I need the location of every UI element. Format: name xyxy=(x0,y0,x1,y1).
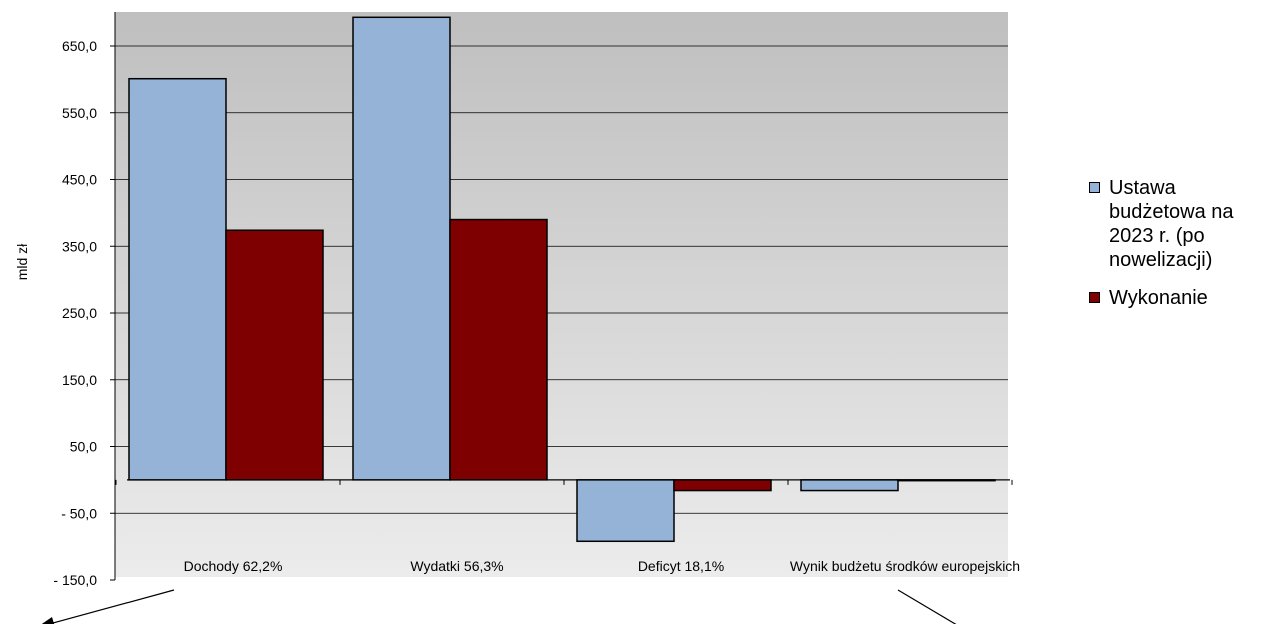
y-axis-title: mld zł xyxy=(14,243,30,280)
legend-swatch-ustawa xyxy=(1089,182,1100,193)
y-tick-label: 550,0 xyxy=(62,105,97,121)
y-tick-label: 150,0 xyxy=(62,372,97,388)
category-label: Deficyt 18,1% xyxy=(638,558,724,574)
legend-swatch-wykonanie xyxy=(1089,292,1100,303)
legend-label-wykonanie: Wykonanie xyxy=(1109,287,1208,309)
arrows xyxy=(41,589,957,624)
bars xyxy=(128,16,996,543)
bar-wykonanie xyxy=(897,479,996,482)
y-tick-label: 350,0 xyxy=(62,238,97,254)
legend-label-ustawa: Ustawa budżetowa na 2023 r. (po noweliza… xyxy=(1109,177,1234,271)
y-tick-label: - 150,0 xyxy=(53,572,97,588)
y-tick-label: 250,0 xyxy=(62,305,97,321)
category-label: Wydatki 56,3% xyxy=(410,558,503,574)
category-labels: Dochody 62,2% Wydatki 56,3% Deficyt 18,1% W… xyxy=(184,558,1021,574)
right-arrow-line xyxy=(897,589,957,624)
y-tick-label: 50,0 xyxy=(70,439,97,455)
bar-ustawa xyxy=(128,77,227,481)
legend: Ustawa budżetowa na 2023 r. (po noweliza… xyxy=(1087,176,1257,324)
y-tick-label: 650,0 xyxy=(62,38,97,54)
bar-ustawa xyxy=(576,479,675,543)
legend-item-wykonanie: Wykonanie xyxy=(1087,286,1257,310)
left-arrow-head xyxy=(41,617,55,624)
y-tick-label: - 50,0 xyxy=(61,505,97,521)
left-arrow-line xyxy=(47,589,175,624)
legend-item-ustawa: Ustawa budżetowa na 2023 r. (po noweliza… xyxy=(1087,176,1257,272)
bar-wykonanie xyxy=(449,218,548,481)
category-label: Wynik budżetu środków europejskich xyxy=(790,558,1020,574)
y-tick-label: 450,0 xyxy=(62,172,97,188)
bar-wykonanie xyxy=(225,229,324,481)
category-label: Dochody 62,2% xyxy=(184,558,283,574)
bar-wykonanie xyxy=(673,479,772,492)
bar-ustawa xyxy=(800,479,899,492)
y-axis: 650,0 550,0 450,0 350,0 250,0 150,0 50,0 - 50,0… xyxy=(53,12,116,588)
bar-ustawa xyxy=(352,16,451,481)
